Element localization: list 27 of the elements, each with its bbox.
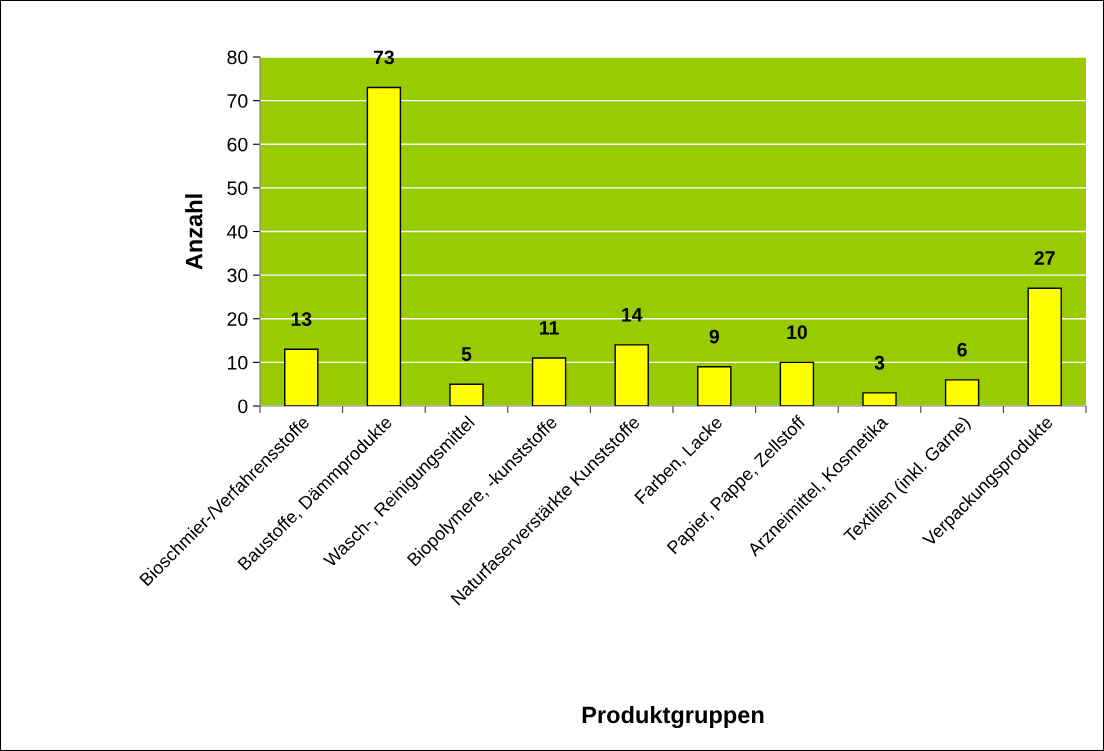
bar xyxy=(284,348,319,406)
x-axis-title: Produktgruppen xyxy=(582,705,764,729)
bar xyxy=(862,392,897,406)
y-tick-label: 10 xyxy=(228,355,248,370)
y-tick-label: 60 xyxy=(227,137,248,152)
data-label: 10 xyxy=(787,325,807,340)
data-label: 6 xyxy=(957,342,967,357)
bar xyxy=(697,366,732,406)
y-tick-label: 30 xyxy=(227,268,248,283)
y-tick-label: 80 xyxy=(227,50,248,65)
bar xyxy=(779,361,815,406)
y-axis-title: Anzahl xyxy=(185,194,203,270)
y-tick-label: 0 xyxy=(238,399,248,414)
bar xyxy=(531,357,567,406)
bar xyxy=(449,383,484,406)
bar xyxy=(944,379,980,406)
bar xyxy=(614,344,649,406)
y-tick-label: 70 xyxy=(227,94,248,108)
y-tick-label: 50 xyxy=(227,181,248,196)
data-label: 9 xyxy=(709,329,719,344)
data-label: 27 xyxy=(1034,251,1055,265)
data-label: 11 xyxy=(540,321,559,335)
y-tick-label: 20 xyxy=(227,312,248,326)
y-tick-label: 40 xyxy=(227,224,248,239)
data-label: 5 xyxy=(461,347,472,361)
bar xyxy=(366,86,402,406)
bar xyxy=(1027,287,1062,406)
